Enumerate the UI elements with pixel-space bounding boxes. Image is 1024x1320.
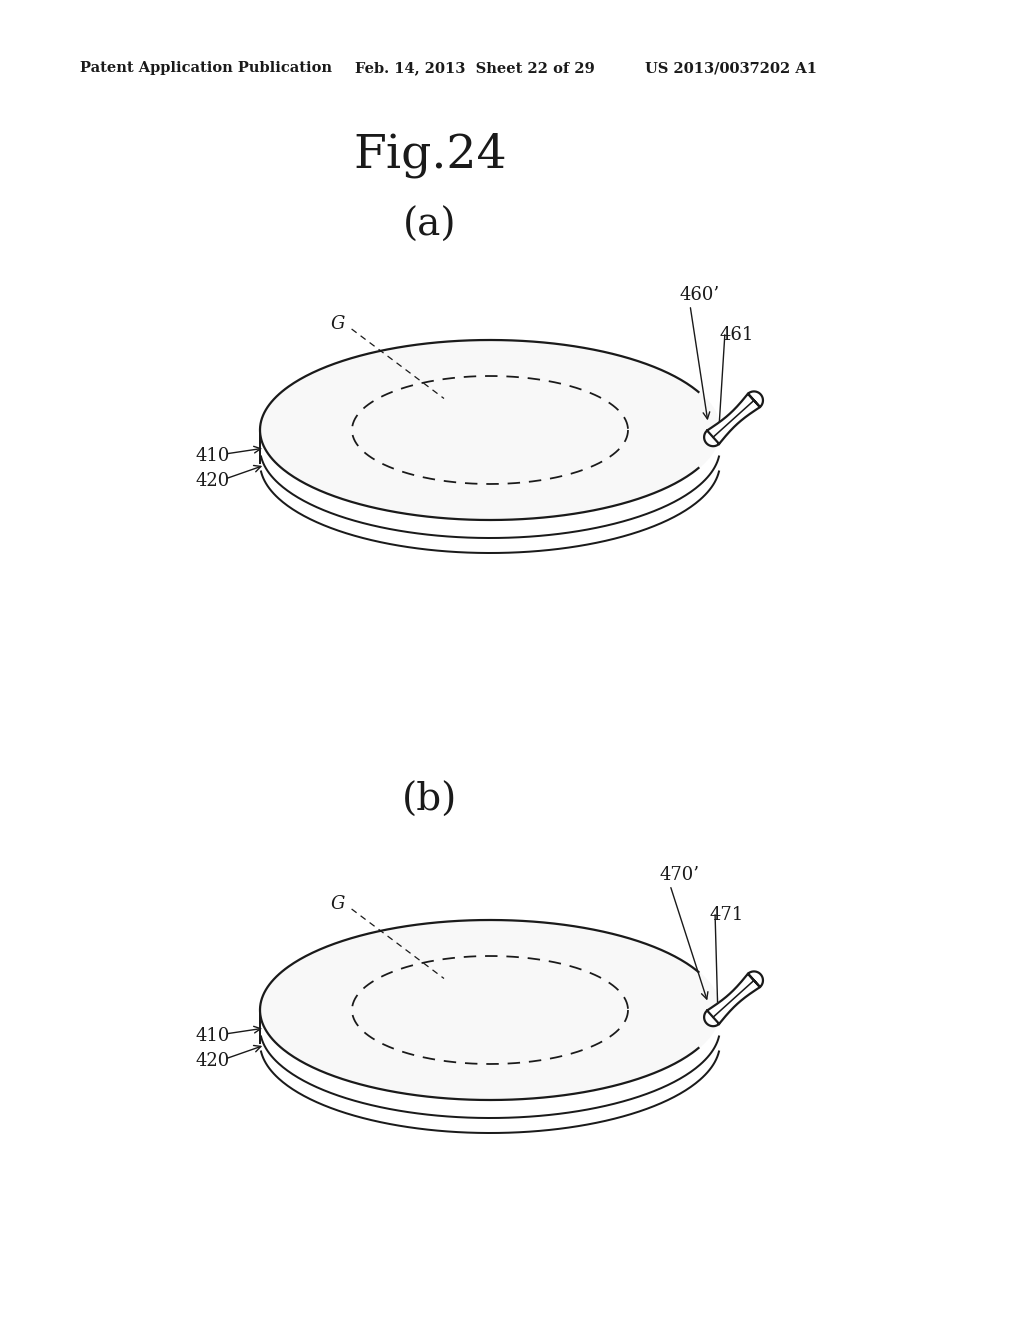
- Text: 471: 471: [710, 906, 744, 924]
- Polygon shape: [705, 972, 763, 1026]
- Text: G: G: [331, 895, 345, 913]
- Text: 470’: 470’: [660, 866, 700, 884]
- Text: 460’: 460’: [680, 286, 720, 304]
- Text: G: G: [331, 315, 345, 333]
- Text: Patent Application Publication: Patent Application Publication: [80, 61, 332, 75]
- Text: 410: 410: [195, 1027, 229, 1045]
- Text: US 2013/0037202 A1: US 2013/0037202 A1: [645, 61, 817, 75]
- Polygon shape: [705, 392, 763, 446]
- Text: 410: 410: [195, 447, 229, 465]
- Text: 461: 461: [720, 326, 755, 345]
- Text: Fig.24: Fig.24: [353, 132, 507, 178]
- Text: 420: 420: [195, 473, 229, 490]
- Text: (b): (b): [402, 781, 458, 818]
- Text: Feb. 14, 2013  Sheet 22 of 29: Feb. 14, 2013 Sheet 22 of 29: [355, 61, 595, 75]
- Text: (a): (a): [403, 206, 457, 243]
- Text: 420: 420: [195, 1052, 229, 1071]
- Polygon shape: [260, 341, 720, 520]
- Polygon shape: [260, 920, 720, 1100]
